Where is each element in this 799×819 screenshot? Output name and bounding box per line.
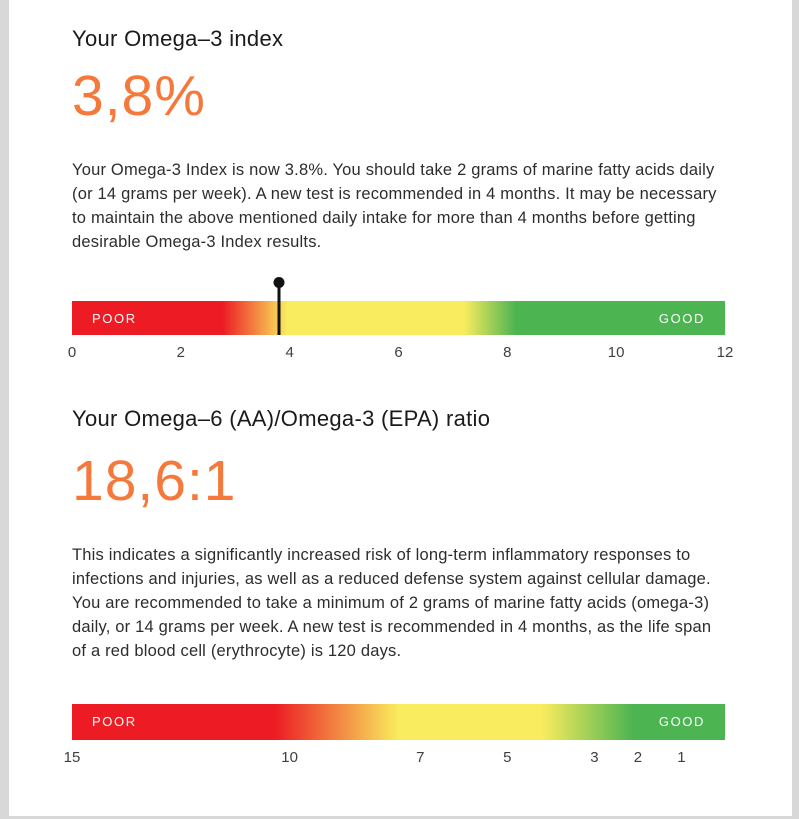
gauge-tick-label: 8 [503, 344, 512, 362]
gauge-good-label: GOOD [658, 310, 705, 326]
gauge-gradient-bar: POOR GOOD [72, 301, 725, 336]
gauge-gradient-bar: POOR GOOD [72, 703, 725, 740]
report-page: Your Omega–3 index 3,8% Your Omega-3 Ind… [9, 0, 792, 816]
gauge-tick-label: 4 [285, 344, 294, 362]
gauge-poor-label: POOR [92, 310, 137, 326]
gauge-tick-label: 3 [590, 748, 599, 766]
omega3-index-gauge: POOR GOOD 0 2 4 6 8 10 12 [68, 301, 734, 363]
gauge-good-label: GOOD [658, 714, 705, 730]
gauge-tick-label: 10 [607, 344, 625, 362]
gauge-tick-label: 7 [416, 748, 425, 766]
omega3-index-value: 3,8% [72, 64, 206, 129]
gauge-marker-pin [273, 277, 285, 335]
gauge-poor-label: POOR [92, 714, 137, 730]
omega-ratio-title: Your Omega–6 (AA)/Omega-3 (EPA) ratio [72, 406, 491, 432]
section-omega3-index: Your Omega–3 index 3,8% Your Omega-3 Ind… [68, 26, 734, 363]
omega-ratio-gauge: POOR GOOD 15 10 7 5 3 2 1 [64, 703, 725, 768]
gauge-tick-label: 2 [633, 748, 643, 766]
omega3-index-description: Your Omega-3 Index is now 3.8%. You shou… [72, 161, 717, 252]
gauge-tick-label: 6 [394, 344, 403, 362]
gauge-tick-label: 1 [677, 748, 686, 766]
omega3-index-title: Your Omega–3 index [72, 26, 284, 51]
gauge-scale: 15 10 7 5 3 2 1 [64, 748, 725, 768]
gauge-tick-label: 0 [67, 344, 77, 362]
gauge-tick-label: 12 [716, 344, 734, 362]
gauge-tick-label: 2 [176, 344, 186, 362]
gauge-tick-label: 10 [281, 748, 298, 766]
omega-ratio-description: This indicates a significantly increased… [72, 545, 712, 660]
gauge-tick-label: 15 [63, 748, 81, 766]
section-omega-ratio: Your Omega–6 (AA)/Omega-3 (EPA) ratio 18… [64, 406, 729, 768]
omega-ratio-value: 18,6:1 [72, 448, 237, 513]
gauge-tick-label: 5 [503, 748, 512, 766]
gauge-scale: 0 2 4 6 8 10 12 [68, 344, 734, 363]
